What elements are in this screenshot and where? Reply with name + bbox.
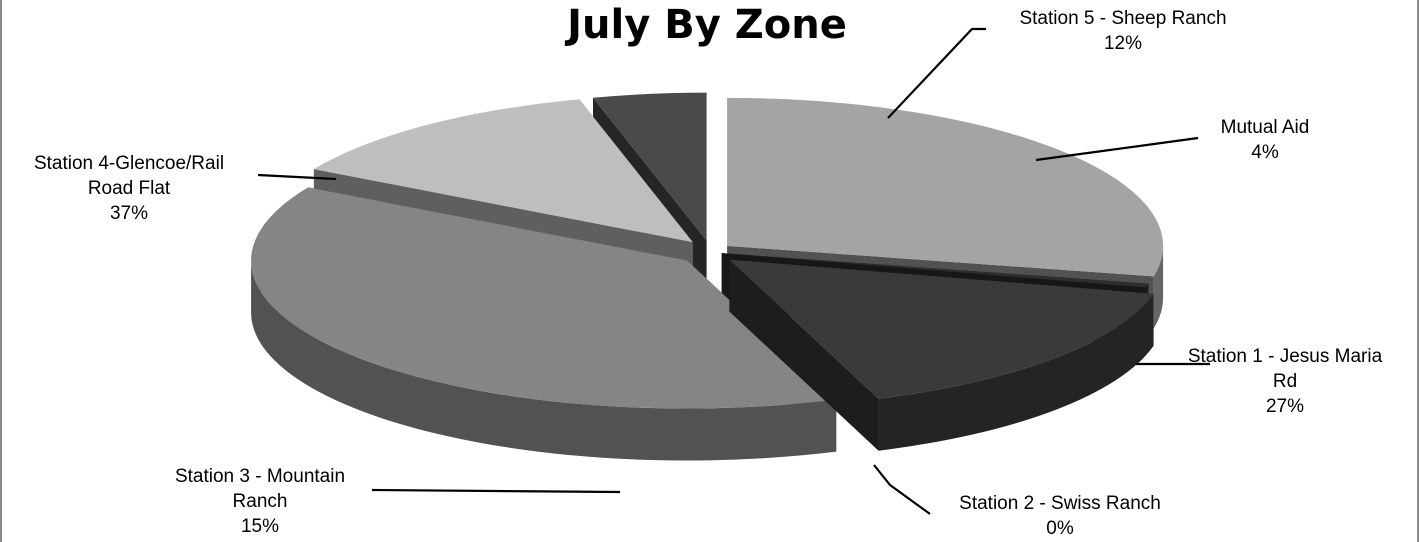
pie-slices — [251, 92, 1164, 461]
leader-lines — [257, 27, 1210, 515]
slice-side — [251, 260, 837, 461]
slice-percent: 4% — [1251, 142, 1279, 163]
slice-wall — [729, 259, 879, 451]
slice-side — [878, 293, 1154, 451]
slice-name: Station 4-Glencoe/Rail — [34, 153, 224, 174]
slice-label: Mutual Aid 4% — [1221, 117, 1310, 163]
slice-name: Station 2 - Swiss Ranch — [959, 493, 1161, 514]
leader-line — [371, 488, 621, 494]
slice-name: Station 1 - Jesus Maria — [1188, 346, 1383, 367]
slice-name: Mutual Aid — [1221, 117, 1310, 138]
leader-line — [257, 173, 337, 181]
slice-name: Station 3 - Mountain — [175, 466, 345, 487]
slice-percent: 0% — [1046, 518, 1074, 539]
pie-slice — [729, 259, 1154, 451]
slice-percent: 15% — [241, 516, 279, 537]
pie-slice — [251, 187, 837, 461]
slice-name: Ranch — [233, 491, 288, 512]
slice-label: Station 1 - Jesus Maria Rd 27% — [1188, 346, 1383, 417]
slice-top-6 — [593, 92, 707, 241]
chart-title: July By Zone — [564, 2, 847, 48]
slice-top-2 — [721, 253, 1149, 288]
leader-line — [1035, 136, 1199, 162]
slice-percent: 12% — [1104, 33, 1142, 54]
slice-label: Station 2 - Swiss Ranch 0% — [959, 493, 1161, 539]
slice-label: Station 4-Glencoe/Rail Road Flat 37% — [34, 153, 224, 224]
slice-name: Rd — [1273, 371, 1297, 392]
slice-percent: 37% — [110, 203, 148, 224]
slice-label: Station 5 - Sheep Ranch 12% — [1019, 8, 1226, 54]
slice-side — [1153, 245, 1164, 329]
leader-line — [873, 464, 931, 515]
slice-percent: 27% — [1266, 396, 1304, 417]
slice-label: Station 3 - Mountain Ranch 15% — [175, 466, 345, 537]
slice-name: Road Flat — [88, 178, 171, 199]
slice-top-5 — [313, 99, 693, 243]
slice-top-4 — [251, 187, 837, 409]
slice-name: Station 5 - Sheep Ranch — [1019, 8, 1226, 29]
slice-labels: Station 1 - Jesus Maria Rd 27% Station 2 - … — [34, 8, 1383, 539]
slice-top-1 — [727, 97, 1164, 277]
leader-line — [887, 27, 986, 119]
slice-top-3 — [729, 259, 1154, 399]
